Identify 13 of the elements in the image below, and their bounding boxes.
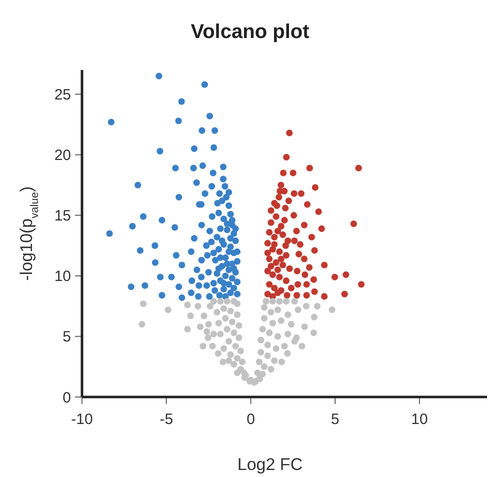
y-tick-label: 20 <box>54 147 71 164</box>
y-tick-label: 15 <box>54 208 71 225</box>
y-tick-label: 10 <box>54 268 71 286</box>
y-tick-label: 25 <box>54 86 71 104</box>
x-tick-label: -5 <box>160 411 174 428</box>
y-tick-label: 0 <box>62 389 71 406</box>
x-tick-label: 10 <box>411 411 428 428</box>
x-tick-label: 0 <box>246 411 255 428</box>
y-tick-label: 5 <box>62 328 71 346</box>
x-tick-label: 5 <box>330 411 340 428</box>
chart-title: Volcano plot <box>190 21 310 43</box>
x-axis-title: Log2 FC <box>237 455 303 474</box>
x-tick-label: -10 <box>71 411 93 428</box>
